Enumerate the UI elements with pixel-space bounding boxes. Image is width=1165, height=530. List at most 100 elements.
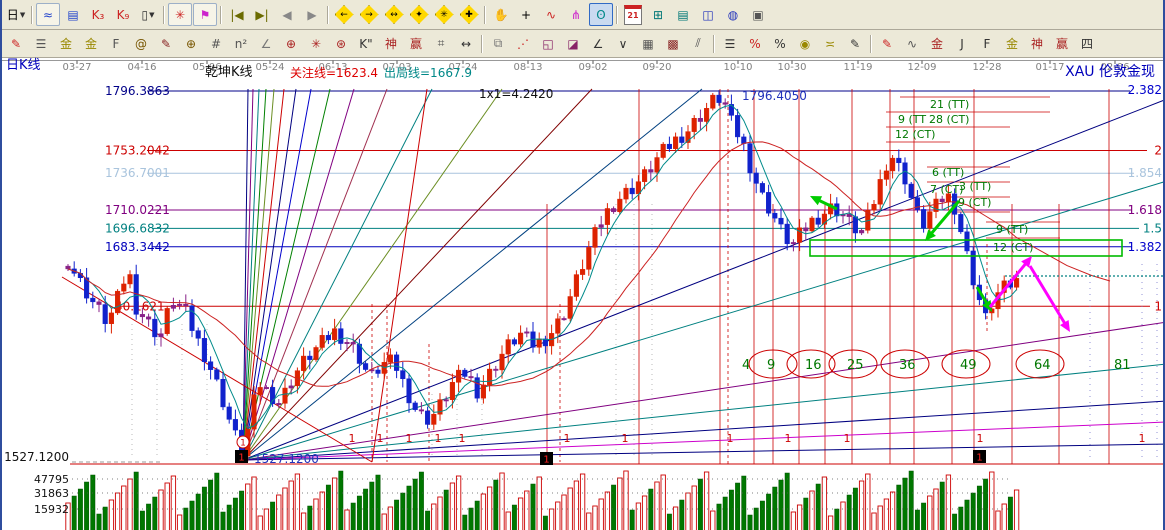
candle-body: [406, 378, 412, 404]
pattern-tool-button[interactable]: ⋔: [564, 3, 588, 26]
f-fan-icon[interactable]: F: [975, 32, 999, 55]
v-line-icon-glyph: ∨: [618, 36, 628, 51]
gold-circle-icon[interactable]: ◉: [793, 32, 817, 55]
green-target-box: [809, 239, 1123, 257]
diamond-glyph: ✦: [409, 5, 429, 24]
hand-tool-button[interactable]: ✋: [489, 3, 513, 26]
print-button[interactable]: ▣: [746, 3, 770, 26]
kline-wave-icon[interactable]: ≈: [36, 3, 60, 26]
candle-body: [301, 355, 307, 371]
signal-flag-icon[interactable]: ⚑: [193, 3, 217, 26]
grid-box1-icon[interactable]: ▦: [636, 32, 660, 55]
save-web-button[interactable]: ◍: [721, 3, 745, 26]
volume-bar: [617, 477, 623, 530]
next-bar-button[interactable]: ▶: [300, 3, 324, 26]
ying-fan-icon[interactable]: 赢: [1050, 32, 1074, 55]
shen-fan-icon[interactable]: 神: [1025, 32, 1049, 55]
candle-style-button[interactable]: ▯ ▼: [136, 3, 160, 26]
hash-grid-icon[interactable]: #: [204, 32, 228, 55]
kline9-icon[interactable]: K₉: [111, 3, 135, 26]
fit-all-button[interactable]: ✳: [432, 3, 456, 26]
parallel-icon[interactable]: ⫽: [686, 32, 710, 55]
volume-bar: [270, 501, 276, 530]
gold-level-icon[interactable]: ≍: [818, 32, 842, 55]
wave-fan-icon[interactable]: ∿: [900, 32, 924, 55]
angle-line-icon[interactable]: ∠: [586, 32, 610, 55]
percent-line-icon[interactable]: %: [743, 32, 767, 55]
diamond-glyph: ✳: [434, 5, 454, 24]
grid-box2-icon[interactable]: ▩: [661, 32, 685, 55]
annotation-label: 9 (TT: [898, 113, 926, 126]
brush-icon[interactable]: ✎: [4, 32, 28, 55]
volume-bar: [356, 495, 362, 530]
prev-bar-button[interactable]: ◀: [275, 3, 299, 26]
volume-bar: [406, 485, 412, 530]
info-panel-icon[interactable]: ▤: [61, 3, 85, 26]
compress-x-button[interactable]: ✦: [407, 3, 431, 26]
v-line-icon[interactable]: ∨: [611, 32, 635, 55]
cross-nav-button[interactable]: ✚: [457, 3, 481, 26]
dense-grid-icon[interactable]: ⌗: [429, 32, 453, 55]
gold-grid2-icon[interactable]: 金: [79, 32, 103, 55]
protractor-icon[interactable]: ∠: [254, 32, 278, 55]
candle-body: [685, 131, 691, 143]
dense-grid-icon-glyph: ⌗: [437, 36, 445, 50]
crosshair-tool-button[interactable]: +: [514, 3, 538, 26]
volume-bar: [232, 497, 238, 530]
percent-icon[interactable]: %: [768, 32, 792, 55]
save-button[interactable]: ◫: [696, 3, 720, 26]
zoom-x-button[interactable]: ↔: [382, 3, 406, 26]
calendar-button[interactable]: 21: [621, 3, 645, 26]
gann-fan-line: [242, 88, 331, 461]
gold2-fan-icon[interactable]: 金: [1000, 32, 1024, 55]
candle-body: [214, 369, 220, 380]
ai-tool-button[interactable]: ʘ: [589, 3, 613, 26]
fan-box-icon[interactable]: ◱: [536, 32, 560, 55]
bar-width-icon[interactable]: ↔: [454, 32, 478, 55]
volume-bar: [517, 497, 524, 530]
gold-fan-icon[interactable]: 金: [925, 32, 949, 55]
volume-bar: [921, 502, 927, 530]
fan-lines-icon[interactable]: ⋰: [511, 32, 535, 55]
web-wheel-icon[interactable]: ⊛: [329, 32, 353, 55]
one-count-mark: 1: [377, 432, 384, 445]
one-count-mark: 1: [844, 432, 851, 445]
candle-body: [449, 382, 455, 401]
last-bar-button[interactable]: ▶|: [250, 3, 274, 26]
f-grid-icon[interactable]: F: [104, 32, 128, 55]
kline3-icon[interactable]: K₃: [86, 3, 110, 26]
pen2-icon[interactable]: ✎: [154, 32, 178, 55]
pattern-icon[interactable]: ✳: [168, 3, 192, 26]
si-fan-icon[interactable]: 四: [1075, 32, 1099, 55]
gann-wheel-icon[interactable]: ⊕: [279, 32, 303, 55]
shen-grid-icon[interactable]: 神: [379, 32, 403, 55]
trend-arrow-shaft: [816, 198, 838, 211]
calculator-button[interactable]: ⊞: [646, 3, 670, 26]
gold-grid1-icon[interactable]: 金: [54, 32, 78, 55]
n2-grid-icon[interactable]: n²: [229, 32, 253, 55]
kline-chart[interactable]: 03-27 04-16 05-06 05-24 06-13 07-03 07-24 08-13…: [2, 58, 1163, 530]
ying-grid-icon[interactable]: 赢: [404, 32, 428, 55]
volume-bar: [313, 498, 319, 530]
box-tool-icon[interactable]: ⧉: [486, 32, 510, 55]
star-wheel-icon[interactable]: ✳: [304, 32, 328, 55]
period-day-button[interactable]: 日 ▼: [4, 3, 28, 26]
levels-icon[interactable]: ☰: [718, 32, 742, 55]
k-mark-icon[interactable]: K": [354, 32, 378, 55]
volume-bar: [443, 489, 449, 530]
pan-left-button[interactable]: ←: [332, 3, 356, 26]
j-fan-icon[interactable]: J: [950, 32, 974, 55]
pan-right-button[interactable]: →: [357, 3, 381, 26]
brush2-icon[interactable]: ✎: [875, 32, 899, 55]
notepad-button[interactable]: ▤: [671, 3, 695, 26]
first-bar-button[interactable]: |◀: [225, 3, 249, 26]
candle-body: [660, 143, 666, 158]
ladder-grid-icon[interactable]: ☰: [29, 32, 53, 55]
spiral-icon[interactable]: @: [129, 32, 153, 55]
angle-tool-button[interactable]: ∿: [539, 3, 563, 26]
fan-fill-icon[interactable]: ◪: [561, 32, 585, 55]
circle-grid-icon[interactable]: ⊕: [179, 32, 203, 55]
volume-bar: [208, 479, 214, 530]
ink-icon[interactable]: ✎: [843, 32, 867, 55]
brush-icon-glyph: ✎: [10, 36, 22, 51]
